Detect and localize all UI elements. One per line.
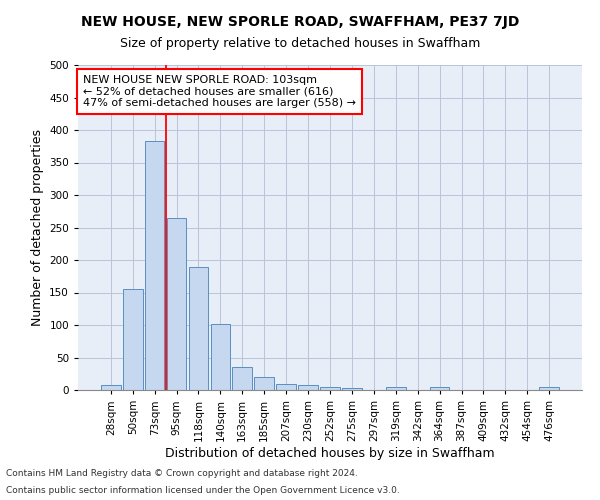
Bar <box>254 377 274 390</box>
Bar <box>320 387 340 390</box>
Text: NEW HOUSE NEW SPORLE ROAD: 103sqm
← 52% of detached houses are smaller (616)
47%: NEW HOUSE NEW SPORLE ROAD: 103sqm ← 52% … <box>83 74 356 108</box>
Bar <box>276 384 296 390</box>
Bar <box>101 386 121 390</box>
Y-axis label: Number of detached properties: Number of detached properties <box>31 129 44 326</box>
Bar <box>167 218 187 390</box>
Text: Size of property relative to detached houses in Swaffham: Size of property relative to detached ho… <box>120 38 480 51</box>
Bar <box>232 366 252 390</box>
Text: Contains public sector information licensed under the Open Government Licence v3: Contains public sector information licen… <box>6 486 400 495</box>
X-axis label: Distribution of detached houses by size in Swaffham: Distribution of detached houses by size … <box>165 446 495 460</box>
Bar <box>188 266 208 390</box>
Text: NEW HOUSE, NEW SPORLE ROAD, SWAFFHAM, PE37 7JD: NEW HOUSE, NEW SPORLE ROAD, SWAFFHAM, PE… <box>81 15 519 29</box>
Bar <box>386 388 406 390</box>
Bar <box>539 388 559 390</box>
Bar <box>342 388 362 390</box>
Bar <box>145 141 164 390</box>
Text: Contains HM Land Registry data © Crown copyright and database right 2024.: Contains HM Land Registry data © Crown c… <box>6 468 358 477</box>
Bar <box>123 289 143 390</box>
Bar <box>211 324 230 390</box>
Bar <box>430 388 449 390</box>
Bar <box>298 385 318 390</box>
